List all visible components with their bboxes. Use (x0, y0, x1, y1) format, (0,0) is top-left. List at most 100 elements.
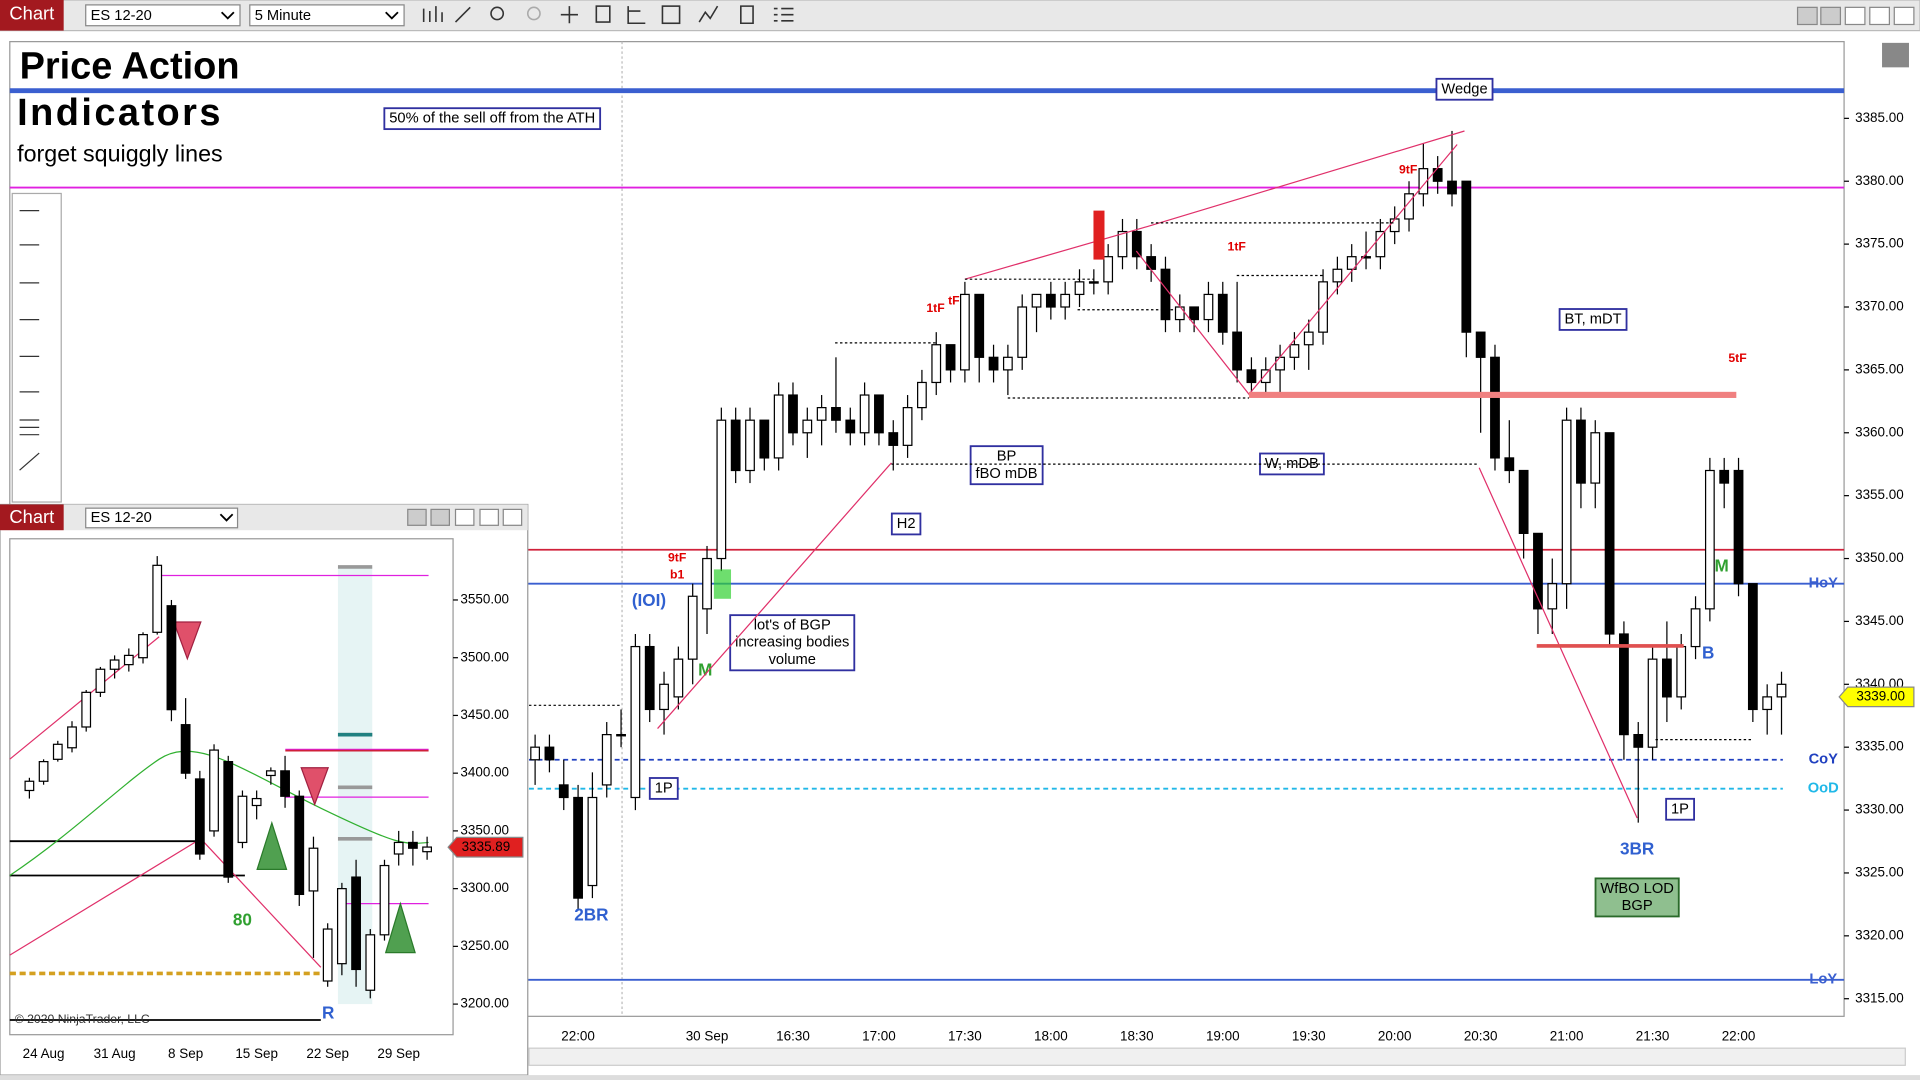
candle-body (945, 344, 956, 371)
x-tick-label: 19:30 (1292, 1029, 1326, 1044)
x-tick-label: 20:30 (1464, 1029, 1498, 1044)
candle-body (902, 407, 913, 446)
chart-tab[interactable] (0, 0, 64, 31)
inset-window-buttons[interactable] (407, 508, 523, 526)
candle-body (816, 407, 827, 421)
candle-body (308, 847, 319, 892)
candle-body (687, 595, 698, 660)
candle-body (1389, 218, 1400, 233)
annotation-text: (IOI) (632, 590, 666, 610)
annotation: (IOI) (632, 590, 666, 610)
scrollbar[interactable] (528, 1047, 1906, 1066)
candle-body (1117, 230, 1128, 258)
candle-body (38, 761, 49, 782)
x-tick-label: 22 Sep (306, 1046, 349, 1061)
annotation: H2 (890, 512, 922, 536)
window-buttons[interactable] (1796, 6, 1915, 26)
candle-body (1146, 256, 1157, 270)
candle-body (1303, 331, 1314, 346)
candle-body (1060, 293, 1071, 308)
candle-body (1447, 180, 1457, 195)
candle-body (379, 864, 390, 936)
candle-body (1418, 168, 1429, 195)
annotation-text: 1P (655, 780, 673, 796)
annotation-text: 2BR (574, 904, 609, 924)
annotation-text: M (1714, 555, 1728, 575)
candle-body (1031, 293, 1042, 308)
x-tick-label: 17:00 (862, 1029, 896, 1044)
candle-body (1232, 331, 1242, 371)
main-chart: 3315.003320.003325.003330.003335.003340.… (9, 77, 1915, 1044)
candle-body (1461, 180, 1472, 333)
x-tick-label: 21:00 (1550, 1029, 1584, 1044)
candle-body (123, 654, 134, 666)
annotation-box (1558, 308, 1628, 331)
annotation: 50% of the sell off from the ATH (383, 107, 602, 131)
x-tick-label: 18:00 (1034, 1029, 1068, 1044)
instrument-label: ES 12-20 (91, 8, 152, 24)
candle-body (180, 724, 191, 774)
y-tick-label: 3380.00 (1855, 173, 1904, 188)
candle-body (1017, 306, 1028, 358)
y-tick-label: 3375.00 (1855, 236, 1904, 251)
candle-body (931, 344, 942, 384)
x-tick-label: 22:00 (1722, 1029, 1756, 1044)
candle-body (351, 876, 361, 971)
candle-body (251, 797, 262, 807)
y-tick-label: 3370.00 (1855, 299, 1904, 314)
candle-body (1275, 356, 1285, 371)
candle-body (702, 557, 712, 610)
annotation-box (1665, 797, 1696, 821)
instrument-select[interactable] (85, 4, 241, 27)
x-tick-label: 8 Sep (168, 1046, 203, 1061)
candle-body (1704, 469, 1715, 610)
annotation-text: M (698, 660, 712, 680)
candle-body (716, 419, 727, 560)
candle-body (960, 293, 970, 371)
annotation-text: 80 (233, 909, 252, 929)
drawing-toolbar[interactable] (11, 192, 62, 503)
annotation-text: W, mDB (1265, 456, 1319, 472)
inset-instrument-select[interactable] (85, 507, 239, 529)
candle-body (422, 846, 432, 853)
candle-body (888, 432, 899, 446)
candle-body (1576, 419, 1586, 484)
y-tick-label: 3315.00 (1855, 990, 1904, 1005)
candle-body (1346, 256, 1357, 270)
tagline: forget squiggly lines (17, 141, 223, 167)
candle-body (616, 733, 626, 737)
candle-body (745, 419, 755, 472)
candle-body (67, 726, 77, 749)
x-tick-label: 24 Aug (23, 1046, 65, 1061)
annotation-box (1435, 77, 1494, 101)
interval-select[interactable] (249, 4, 405, 27)
candle-body (1131, 230, 1142, 258)
candle-body (1662, 658, 1672, 698)
candle-body (573, 796, 583, 899)
candle-body (1203, 293, 1214, 321)
candle-body (265, 770, 276, 777)
panel-button[interactable] (1882, 42, 1909, 68)
annotation-text: BT, mDT (1564, 311, 1621, 327)
toolbar-icons[interactable] (422, 5, 794, 25)
candle-body (859, 394, 870, 434)
annotation: M (698, 660, 712, 680)
inset-tab[interactable] (0, 504, 64, 531)
annotation-text: volume (769, 652, 816, 668)
candle-body (1475, 331, 1486, 358)
level-label: LoY (1809, 972, 1837, 988)
candle-body (1160, 268, 1171, 321)
inset-window: 3200.00 3250.00 3300.00 3350.00 3400.00 3450.… (0, 503, 529, 1076)
y-tick-label: 3360.00 (1855, 424, 1904, 439)
copyright: © 2020 NinjaTrader, LLC (15, 1012, 150, 1026)
annotation-text: BP (997, 449, 1017, 465)
candle-body (294, 795, 305, 896)
candle-body (544, 746, 555, 761)
candle-body (988, 356, 999, 371)
annotation-text: 9tF (1399, 162, 1418, 176)
y-tick-label: 3500.00 (460, 649, 509, 664)
